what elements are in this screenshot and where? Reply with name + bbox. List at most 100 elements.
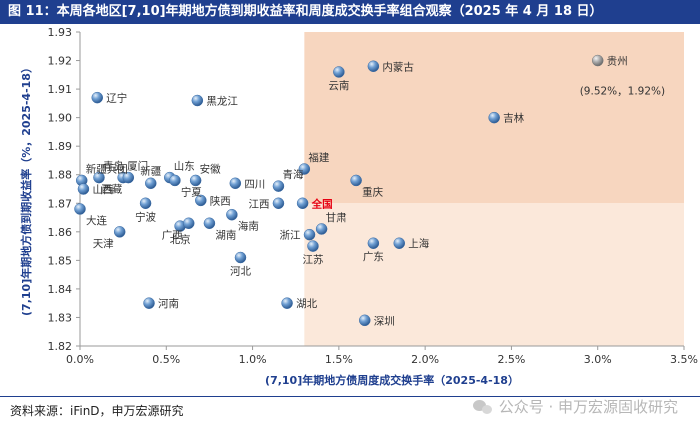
point-浙江: [303, 228, 316, 241]
source-note: 资料来源：iFinD，申万宏源研究: [10, 404, 184, 418]
wechat-icon: [472, 399, 493, 415]
point-label-内蒙古: 内蒙古: [382, 60, 414, 73]
point-海南: [226, 208, 238, 221]
point-label-宁波: 宁波: [135, 210, 156, 223]
point-label-全国: 全国: [311, 197, 333, 210]
point-label-深圳: 深圳: [374, 315, 395, 327]
point-陕西: [195, 194, 207, 207]
point-内蒙古: [367, 60, 380, 73]
point-label-山西: 山西: [92, 184, 113, 196]
point-label-河北: 河北: [230, 266, 251, 278]
point-天津: [113, 226, 126, 238]
y-tick-label: 1.83: [48, 311, 73, 324]
point-青海: [272, 180, 285, 192]
point-label-云南: 云南: [328, 79, 349, 92]
point-江苏: [307, 240, 319, 252]
point-label-广西: 广西: [162, 229, 183, 241]
point-label-陕西: 陕西: [210, 194, 231, 207]
point-label-江西: 江西: [248, 198, 269, 210]
point-label-辽宁: 辽宁: [106, 92, 127, 105]
point-label-福建: 福建: [308, 151, 329, 164]
point-label-海南: 海南: [238, 220, 259, 233]
point-label-贵州: 贵州: [607, 55, 628, 68]
y-tick-label: 1.88: [48, 169, 73, 182]
x-tick-label: 2.5%: [497, 353, 525, 366]
y-tick-label: 1.91: [48, 83, 73, 96]
point-label-重庆: 重庆: [362, 185, 383, 198]
watermark-text: 公众号 · 申万宏源固收研究: [498, 398, 678, 416]
point-上海: [393, 237, 406, 249]
watermark: 公众号 · 申万宏源固收研究: [472, 396, 678, 417]
point-label-青岛: 青岛: [103, 160, 124, 173]
x-tick-label: 0.5%: [152, 353, 180, 366]
point-广西: [182, 217, 195, 230]
point-label-大连: 大连: [86, 214, 107, 227]
point-贵州: [591, 54, 604, 67]
x-tick-label: 1.5%: [325, 353, 353, 366]
x-tick-label: 3.0%: [584, 353, 612, 366]
point-山西: [77, 183, 90, 195]
point-label-江苏: 江苏: [302, 253, 323, 266]
point-label-湖北: 湖北: [296, 298, 317, 310]
point-福建: [298, 163, 311, 175]
y-tick-label: 1.85: [48, 254, 73, 267]
y-tick-label: 1.84: [48, 283, 73, 296]
x-tick-label: 1.0%: [239, 353, 267, 366]
x-tick-label: 3.5%: [670, 353, 698, 366]
point-黑龙江: [191, 94, 204, 107]
point-西藏: [122, 171, 135, 184]
point-label-宁夏: 宁夏: [181, 185, 202, 198]
y-tick-label: 1.82: [48, 340, 73, 353]
point-label-甘肃: 甘肃: [326, 211, 347, 224]
point-大连: [74, 203, 86, 215]
point-云南: [333, 66, 345, 78]
point-河南: [143, 297, 155, 309]
point-label-青海: 青海: [282, 168, 303, 181]
point-label-浙江: 浙江: [280, 230, 301, 242]
point-新疆: [145, 177, 157, 190]
point-深圳: [358, 314, 371, 327]
point-label-新疆: 新疆: [140, 164, 161, 177]
point-全国: [296, 197, 309, 210]
point-吉林: [488, 111, 500, 124]
point-label-厦门: 厦门: [127, 160, 148, 173]
point-label-广东: 广东: [363, 250, 384, 263]
point-label-安徽: 安徽: [200, 162, 221, 175]
point-河北: [234, 251, 247, 264]
point-label-湖南: 湖南: [215, 228, 236, 241]
y-tick-label: 1.86: [48, 226, 73, 239]
point-安徽: [189, 174, 202, 187]
y-axis-title: (7,10]年期地方债到期收益率（%，2025-4-18）: [19, 62, 33, 316]
point-宁波: [139, 197, 152, 210]
figure-title: 图 11：本周各地区[7,10]年期地方债到期收益率和周度成交换手率组合观察（2…: [0, 0, 700, 24]
point-label-西藏: 西藏: [101, 184, 122, 196]
y-tick-label: 1.92: [48, 55, 73, 68]
point-广东: [367, 237, 380, 249]
point-甘肃: [315, 223, 328, 235]
x-tick-label: 0.0%: [66, 353, 94, 366]
point-label-吉林: 吉林: [503, 112, 524, 125]
point-label-上海: 上海: [408, 237, 429, 250]
point-青岛: [93, 171, 105, 184]
point-label-北京: 北京: [170, 233, 191, 246]
x-tick-label: 2.0%: [411, 353, 439, 366]
point-辽宁: [91, 91, 104, 104]
y-tick-label: 1.89: [48, 140, 73, 153]
figure-title-text: 图 11：本周各地区[7,10]年期地方债到期收益率和周度成交换手率组合观察（2…: [8, 4, 603, 19]
y-tick-label: 1.93: [48, 26, 73, 39]
point-四川: [229, 177, 242, 190]
y-tick-label: 1.90: [48, 112, 73, 125]
y-tick-label: 1.87: [48, 197, 73, 210]
point-湖南: [203, 217, 216, 230]
point-江西: [272, 197, 285, 210]
x-axis-title: (7,10]年期地方债周度成交换手率（2025-4-18）: [265, 373, 519, 387]
point-label-四川: 四川: [244, 178, 265, 190]
footer-divider: [0, 396, 700, 397]
point-label-山东: 山东: [174, 160, 195, 173]
point-label-新疆兵团: 新疆兵团: [86, 162, 128, 175]
scatter-chart: 1.82 1.83 1.84 1.85 1.86 1.87 1.88 1.89 1.90 1.91…: [19, 26, 698, 387]
point-label-黑龙江: 黑龙江: [206, 95, 238, 108]
point-label-天津: 天津: [93, 238, 114, 250]
point-湖北: [281, 297, 293, 309]
point-annotation: (9.52%，1.92%): [580, 86, 665, 98]
